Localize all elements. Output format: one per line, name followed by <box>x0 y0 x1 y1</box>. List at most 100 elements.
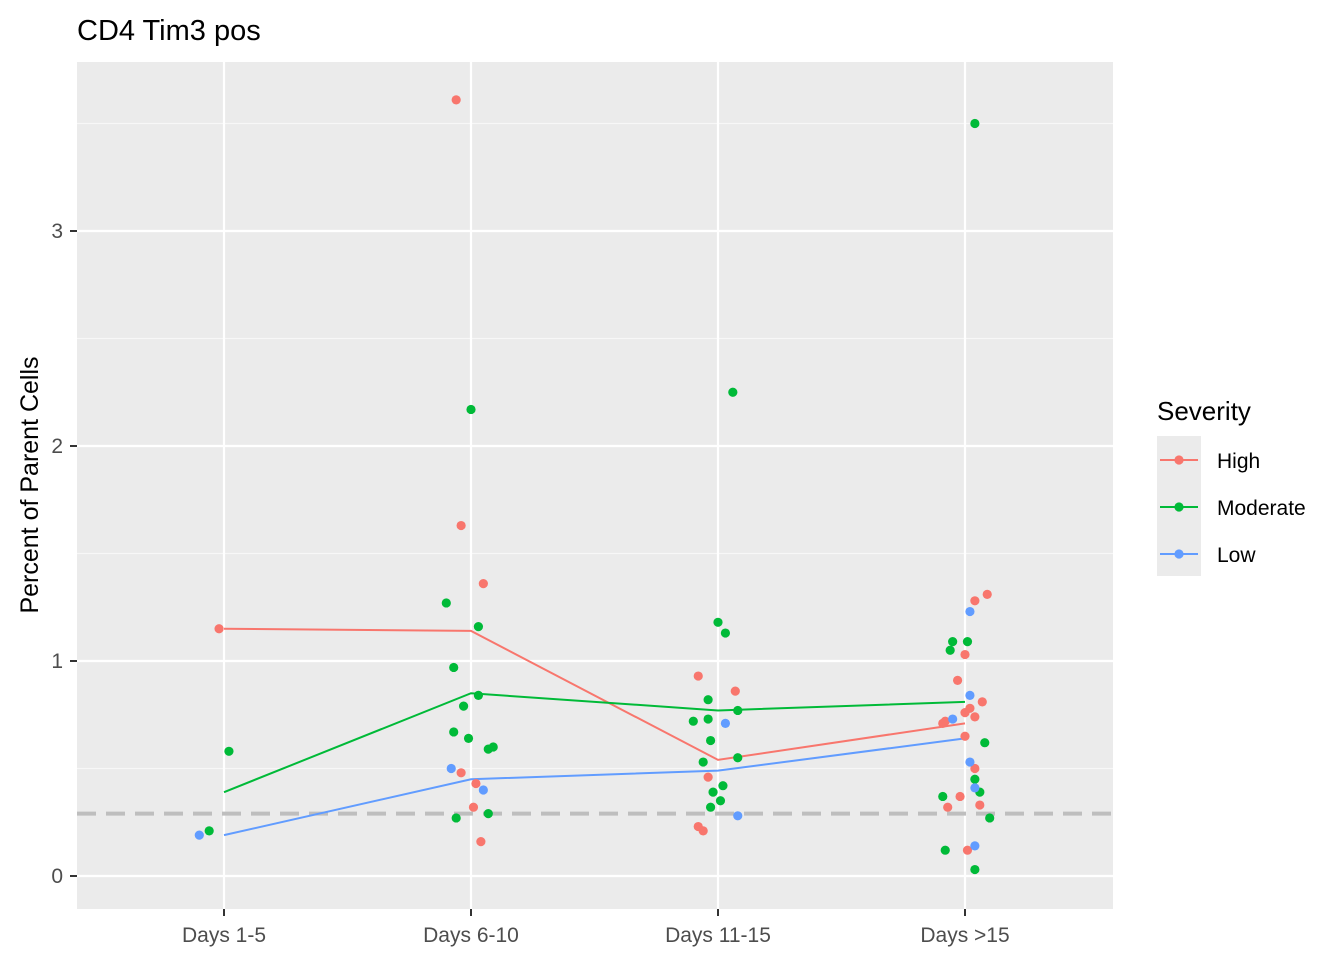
data-point-high <box>960 731 970 741</box>
data-point-moderate <box>733 705 743 716</box>
data-point-moderate <box>970 774 980 784</box>
x-tick-label: Days >15 <box>920 924 1009 947</box>
data-point-moderate <box>688 716 698 726</box>
data-point-moderate <box>718 781 728 791</box>
x-axis: Days 1-5 Days 6-10 Days 11-15 Days >15 <box>182 909 1010 947</box>
data-point-high <box>693 671 703 681</box>
data-point-high <box>955 791 965 802</box>
data-point-moderate <box>980 738 990 748</box>
data-point-moderate <box>473 690 484 701</box>
data-point-moderate <box>449 727 459 737</box>
legend-label-high: High <box>1217 450 1260 473</box>
data-point-high <box>476 837 486 847</box>
data-point-moderate <box>466 404 476 415</box>
data-point-high <box>975 800 985 810</box>
data-point-low <box>965 757 975 767</box>
data-point-high <box>451 95 461 105</box>
data-point-high <box>962 845 973 855</box>
data-point-high <box>943 802 953 812</box>
data-point-high <box>970 596 980 606</box>
data-point-moderate <box>733 753 743 763</box>
data-point-low <box>478 785 488 795</box>
data-point-moderate <box>945 645 955 655</box>
mean-line-moderate <box>223 692 966 794</box>
data-point-low <box>948 714 958 724</box>
data-point-high <box>471 778 481 789</box>
data-point-moderate <box>458 701 469 711</box>
data-point-moderate <box>451 813 461 823</box>
data-point-high <box>977 697 987 707</box>
data-point-high <box>214 624 224 634</box>
y-tick-label: 3 <box>51 220 63 243</box>
data-points <box>194 95 995 875</box>
y-tick-label: 2 <box>51 435 63 458</box>
minor-gridlines <box>77 122 1113 770</box>
data-point-high <box>960 649 970 660</box>
y-tick-label: 1 <box>51 650 63 673</box>
data-point-moderate <box>708 787 718 797</box>
legend-key-point <box>1174 549 1184 559</box>
data-point-moderate <box>948 637 958 647</box>
data-point-high <box>456 520 466 531</box>
x-tick-label: Days 11-15 <box>665 924 771 947</box>
legend-title: Severity <box>1157 396 1251 426</box>
data-point-moderate <box>473 622 484 632</box>
legend-label-low: Low <box>1217 544 1256 567</box>
data-point-moderate <box>698 757 708 767</box>
major-gridlines <box>77 62 1113 909</box>
data-point-moderate <box>463 733 474 744</box>
data-point-high <box>703 772 713 782</box>
data-point-high <box>698 826 708 836</box>
y-axis-label: Percent of Parent Cells <box>16 356 44 613</box>
data-point-high <box>940 716 950 726</box>
data-point-moderate <box>703 695 713 705</box>
data-point-low <box>970 783 980 793</box>
data-point-high <box>960 708 970 718</box>
chart-title: CD4 Tim3 pos <box>77 15 261 47</box>
data-point-moderate <box>720 628 731 638</box>
data-point-low <box>965 690 975 701</box>
data-point-high <box>730 686 740 696</box>
data-point-low <box>194 830 204 840</box>
data-point-moderate <box>938 791 948 802</box>
data-point-moderate <box>705 802 716 812</box>
mean-line-low <box>223 737 966 837</box>
data-point-moderate <box>962 637 973 647</box>
y-axis: 0 1 2 3 <box>51 220 77 888</box>
data-point-high <box>982 589 992 599</box>
data-point-moderate <box>483 809 493 819</box>
data-point-moderate <box>703 714 713 724</box>
data-point-moderate <box>713 617 723 627</box>
legend-key-point <box>1174 502 1184 512</box>
data-point-low <box>446 763 456 774</box>
data-point-high <box>468 802 479 812</box>
legend-label-moderate: Moderate <box>1217 497 1306 520</box>
data-point-low <box>733 811 743 821</box>
data-point-low <box>965 606 975 617</box>
data-point-high <box>970 763 980 774</box>
legend: Severity High Moderate Low <box>1157 396 1306 576</box>
data-point-low <box>970 841 980 851</box>
data-point-moderate <box>970 864 980 875</box>
data-point-moderate <box>705 735 716 746</box>
data-point-moderate <box>970 118 980 129</box>
y-tick-label: 0 <box>51 865 63 888</box>
data-point-high <box>478 579 488 589</box>
data-point-high <box>456 768 466 778</box>
x-tick-label: Days 6-10 <box>423 924 519 947</box>
data-point-high <box>952 675 963 685</box>
data-point-moderate <box>985 813 995 823</box>
mean-line-high <box>223 627 966 761</box>
data-point-high <box>970 712 980 722</box>
plot-panel <box>77 62 1113 909</box>
data-point-moderate <box>204 826 214 836</box>
data-point-moderate <box>488 742 498 752</box>
data-point-moderate <box>224 746 234 756</box>
legend-key-point <box>1174 455 1184 465</box>
data-point-moderate <box>449 662 459 673</box>
data-point-moderate <box>715 796 726 806</box>
x-tick-label: Days 1-5 <box>182 924 266 947</box>
data-point-low <box>720 718 731 728</box>
data-point-moderate <box>441 598 451 608</box>
